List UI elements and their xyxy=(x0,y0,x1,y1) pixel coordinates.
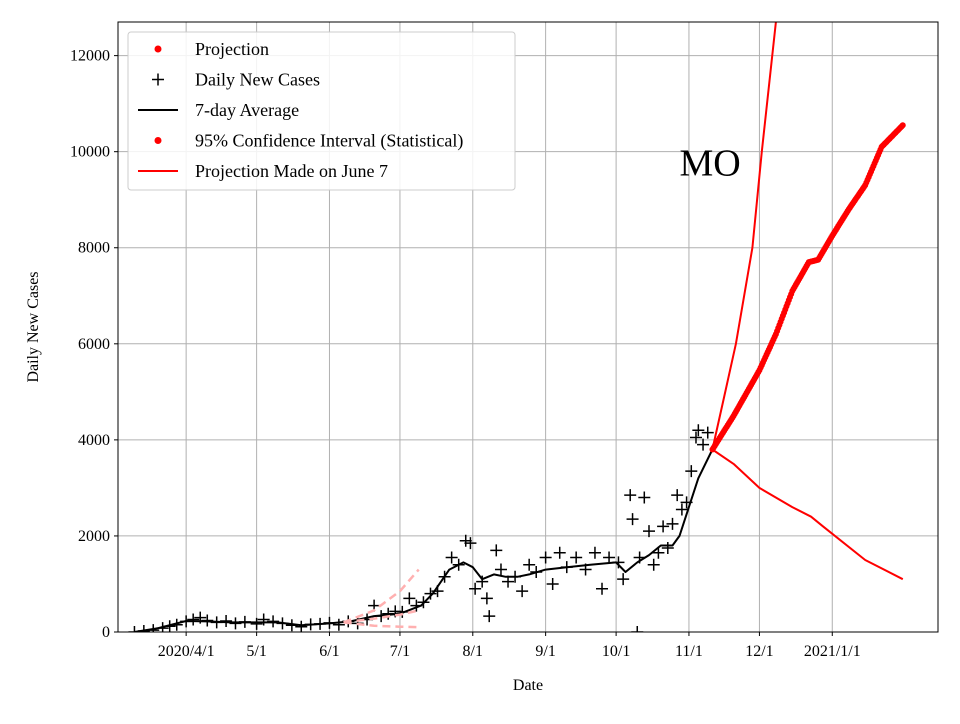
y-tick-label: 6000 xyxy=(78,336,110,353)
daily-case-point xyxy=(666,517,679,530)
y-tick-label: 0 xyxy=(102,624,110,641)
daily-case-point xyxy=(469,582,482,595)
daily-case-point xyxy=(464,537,477,550)
daily-case-point xyxy=(596,582,609,595)
daily-case-point xyxy=(588,546,601,559)
legend: Projection Daily New Cases 7-day Average 95… xyxy=(127,31,516,191)
daily-case-point xyxy=(250,617,263,630)
daily-case-point xyxy=(490,544,503,557)
axis-ticks: 2020/4/1 5/1 6/1 7/1 8/1 9/1 10/1 11/1 12/1 2021/… xyxy=(70,48,861,660)
daily-case-point xyxy=(638,491,651,504)
daily-case-point xyxy=(257,613,270,626)
daily-case-point xyxy=(643,525,656,538)
daily-case-point xyxy=(570,551,583,564)
y-tick-label: 4000 xyxy=(78,432,110,449)
legend-label: Projection Made on June 7 xyxy=(195,161,388,181)
daily-case-point xyxy=(689,431,702,444)
legend-dot-icon xyxy=(154,137,162,144)
daily-case-point xyxy=(516,585,529,598)
daily-case-point xyxy=(647,558,660,571)
x-tick-label: 2020/4/1 xyxy=(158,643,215,660)
june7_mid-line xyxy=(343,609,419,624)
legend-label: 95% Confidence Interval (Statistical) xyxy=(195,131,463,152)
daily-case-point xyxy=(671,489,684,502)
daily-case-point xyxy=(553,546,566,559)
daily-case-point xyxy=(617,573,630,586)
legend-entry: 7-day Average xyxy=(138,100,299,120)
legend-entry: 95% Confidence Interval (Statistical) xyxy=(154,131,463,152)
y-axis-label: Daily New Cases xyxy=(25,271,42,382)
x-tick-label: 9/1 xyxy=(535,643,555,660)
x-tick-label: 6/1 xyxy=(319,643,339,660)
daily-case-point xyxy=(624,489,637,502)
daily-case-point xyxy=(128,626,141,632)
daily-case-point xyxy=(403,592,416,605)
y-tick-label: 8000 xyxy=(78,240,110,257)
x-tick-label: 10/1 xyxy=(602,643,630,660)
legend-label: 7-day Average xyxy=(195,100,299,120)
daily-case-point xyxy=(657,520,670,533)
daily-case-point xyxy=(220,614,233,627)
daily-case-point xyxy=(685,465,698,478)
daily-case-point xyxy=(631,626,644,632)
daily-case-point xyxy=(187,613,200,626)
avg7-line xyxy=(134,449,714,632)
daily-case-point xyxy=(424,587,437,600)
daily-case-point xyxy=(483,610,496,623)
x-tick-label: 8/1 xyxy=(463,643,483,660)
y-tick-label: 12000 xyxy=(70,48,110,65)
daily-case-point xyxy=(626,513,639,526)
projection-point xyxy=(899,122,906,129)
ci_upper-line xyxy=(711,22,777,450)
daily-case-point xyxy=(661,541,674,554)
daily-case-point xyxy=(692,424,705,437)
x-tick-label: 7/1 xyxy=(390,643,410,660)
legend-entry: Projection Made on June 7 xyxy=(138,161,388,181)
daily-case-point xyxy=(480,592,493,605)
daily-case-point xyxy=(445,551,458,564)
june7_upper-line xyxy=(343,568,420,624)
legend-label: Daily New Cases xyxy=(195,70,320,90)
daily-case-point xyxy=(697,438,710,451)
x-tick-label: 5/1 xyxy=(246,643,266,660)
x-tick-label: 12/1 xyxy=(745,643,773,660)
daily-case-point xyxy=(546,577,559,590)
x-tick-label: 2021/1/1 xyxy=(804,643,861,660)
june7_lower-line xyxy=(343,621,419,629)
x-axis-label: Date xyxy=(513,677,543,694)
legend-plus-icon xyxy=(152,73,164,86)
daily-case-point xyxy=(603,551,616,564)
ci_lower-line xyxy=(711,448,904,581)
y-tick-label: 2000 xyxy=(78,528,110,545)
legend-box xyxy=(127,31,516,191)
legend-entry: Projection xyxy=(154,39,269,59)
daily-case-point xyxy=(332,618,345,631)
daily-case-point xyxy=(675,503,688,516)
legend-label: Projection xyxy=(195,39,269,59)
plot-marks xyxy=(128,22,906,632)
daily-case-point xyxy=(295,620,308,632)
legend-dot-icon xyxy=(154,45,162,53)
daily-case-point xyxy=(652,546,665,559)
daily-case-point xyxy=(701,426,714,439)
y-tick-label: 10000 xyxy=(70,144,110,161)
daily-case-point xyxy=(523,558,536,571)
daily-case-point xyxy=(539,551,552,564)
x-tick-label: 11/1 xyxy=(675,643,703,660)
legend-entry: Daily New Cases xyxy=(152,70,320,90)
daily-case-point xyxy=(494,563,507,576)
plot-frame xyxy=(117,21,939,633)
state-annotation: MO xyxy=(679,142,740,184)
